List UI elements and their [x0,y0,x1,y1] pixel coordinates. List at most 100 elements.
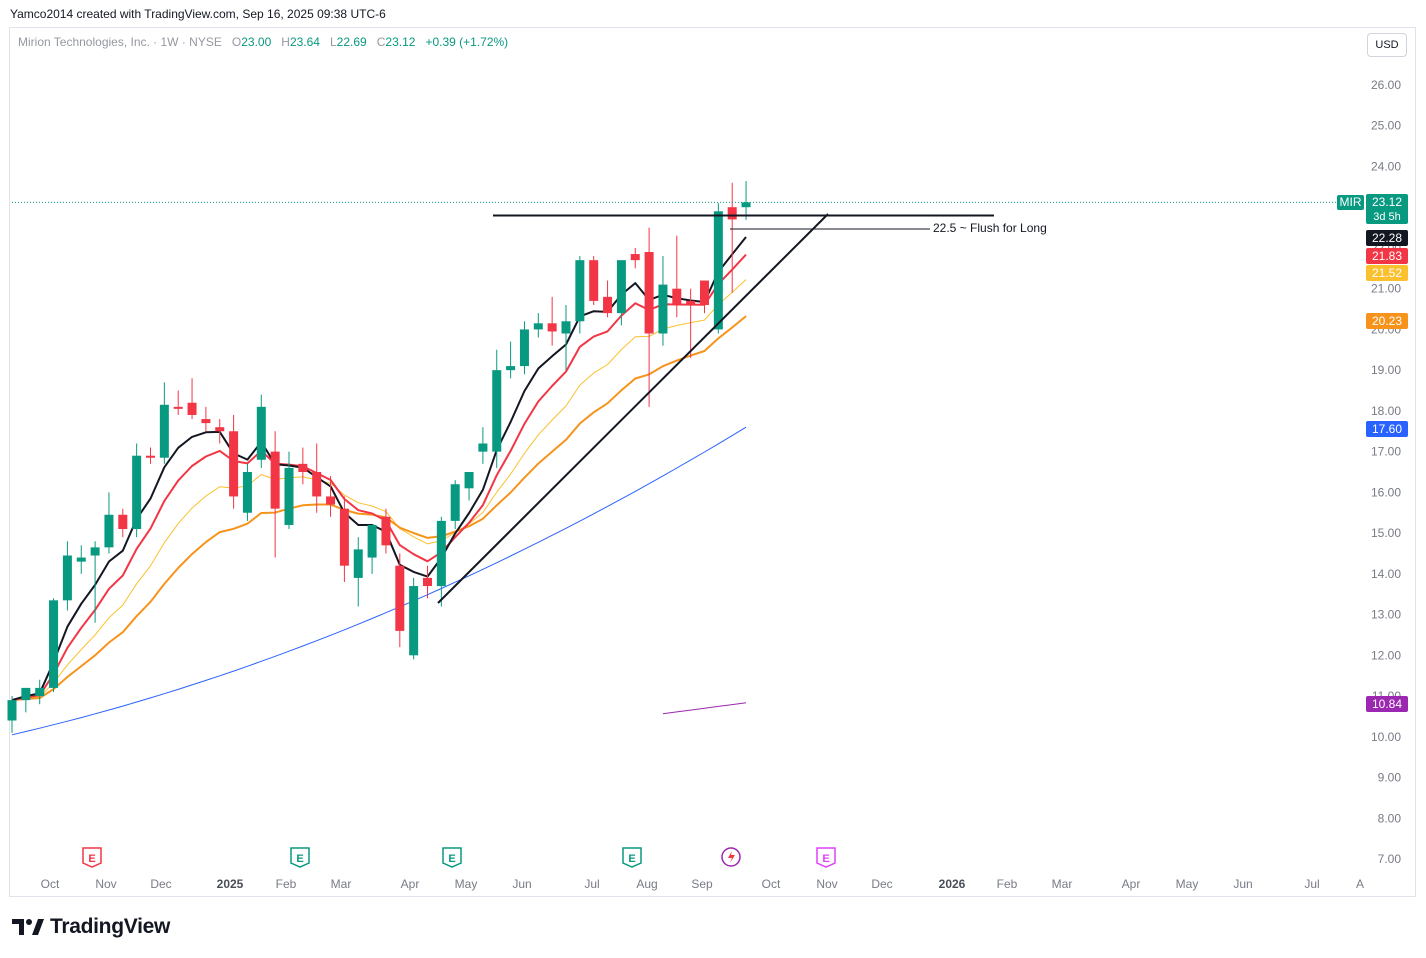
candle-body [506,366,516,371]
x-tick-label: Feb [276,877,297,891]
ma-value-tag: 21.52 [1372,266,1402,280]
candle-body [353,549,363,578]
candle-body [519,329,529,367]
candle-body [90,547,100,556]
x-tick-label: Apr [1122,877,1141,891]
candle-body [700,280,709,305]
candle-body [104,514,114,548]
candle-body [423,577,432,587]
x-tick-label: 2026 [939,877,966,891]
ema-black-line [11,236,747,702]
candle-body [201,419,211,424]
legend-high: H23.64 [281,35,320,49]
x-tick-label: Jun [512,877,531,891]
y-tick-label: 8.00 [1378,811,1402,825]
x-tick-label: Sep [691,877,713,891]
brand-name: TradingView [50,915,171,938]
candle-body [146,455,155,458]
ema-red-line [11,253,747,702]
candle-body [256,406,266,460]
y-tick-label: 18.00 [1371,404,1401,418]
y-tick-label: 15.00 [1371,526,1401,540]
x-tick-label: Dec [871,877,892,891]
earnings-icon-letter: E [88,853,95,865]
earnings-icon [442,847,462,868]
x-tick-label: Oct [41,877,60,891]
x-tick-label: Mar [1052,877,1073,891]
candle-body [270,451,280,509]
earnings-icon [622,847,642,868]
trend-line [437,213,829,604]
y-tick-label: 13.00 [1371,608,1401,622]
candle-body [492,370,502,452]
candle-body [367,524,377,558]
dividend-icon [721,847,741,867]
earnings-icon-letter: E [628,853,635,865]
candle-body [229,431,239,497]
x-tick-label: Mar [331,877,352,891]
candle-body [118,514,128,530]
last-price-tag-bg [1366,194,1408,224]
ma-value-tag-bg [1366,313,1408,329]
last-price-tag: 23.12 [1372,195,1402,209]
candle-body [741,202,751,208]
symbol-legend[interactable]: Mirion Technologies, Inc. · 1W · NYSE O2… [18,35,508,49]
candle-body [326,496,336,505]
candle-body [616,260,626,314]
candle-body [49,600,59,688]
candle-body [464,472,474,489]
symbol-title: Mirion Technologies, Inc. · 1W · NYSE [18,35,222,49]
y-tick-label: 14.00 [1371,567,1401,581]
candle-body [298,463,308,472]
x-tick-label: 2025 [217,877,244,891]
y-tick-label: 24.00 [1371,159,1401,173]
x-tick-label: Aug [636,877,657,891]
candle-body [173,406,183,409]
x-tick-label: Feb [997,877,1018,891]
y-tick-label: 10.00 [1371,730,1401,744]
candle-body [187,402,197,415]
candle-body [589,260,599,301]
candle-body [713,211,723,330]
y-tick-label: 19.00 [1371,363,1401,377]
legend-close: C23.12 [376,35,416,49]
earnings-icon-letter: E [822,853,829,865]
y-tick-label: 17.00 [1371,445,1401,459]
earnings-icon [290,847,310,868]
x-tick-label: May [455,877,478,891]
ma-value-tag-bg [1366,421,1408,437]
earnings-icon-letter: E [296,853,303,865]
candle-body [381,516,391,546]
y-tick-label: 12.00 [1371,648,1401,662]
candle-body [575,260,585,322]
ma-value-tag: 17.60 [1372,422,1402,436]
candle-body [450,484,460,521]
x-tick-label: A [1356,877,1364,891]
ma-value-tag: 21.83 [1372,249,1402,263]
chart-frame[interactable] [9,27,1416,897]
legend-open: O23.00 [231,35,272,49]
candle-body [547,323,557,332]
candle-body [284,467,294,525]
ema-yellow-line [11,279,747,701]
ma-value-tag-bg [1366,696,1408,712]
candle-body [409,586,419,656]
chart-credit: Yamco2014 created with TradingView.com, … [10,7,386,21]
symbol-tag-bg [1337,195,1364,210]
candle-body [533,323,543,330]
lightning-icon [728,851,735,863]
currency-button[interactable]: USD [1367,33,1407,57]
x-tick-label: May [1176,877,1199,891]
candle-body [159,404,169,458]
sma-purple-line [662,702,747,715]
candle-body [132,455,142,530]
y-tick-label: 16.00 [1371,485,1401,499]
candle-body [76,557,86,562]
candle-body [242,472,252,513]
candle-body [62,555,72,601]
candle-body [478,443,488,452]
ema-orange-line [11,315,747,702]
ma-value-tag: 22.28 [1372,231,1402,245]
x-tick-label: Apr [401,877,420,891]
